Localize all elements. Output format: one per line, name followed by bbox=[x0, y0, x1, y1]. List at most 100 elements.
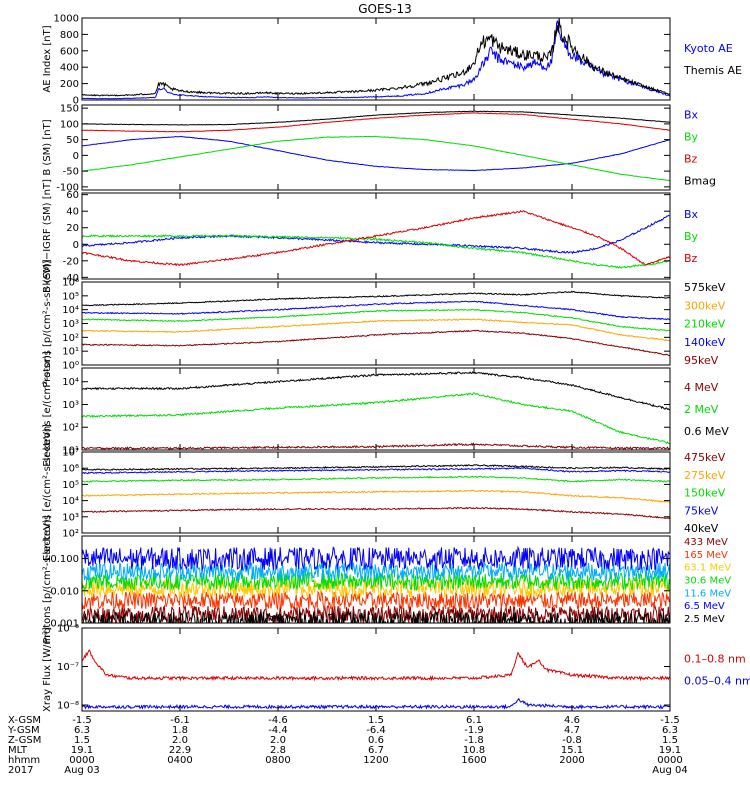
y-axis-label: B (SM) [nT] bbox=[42, 119, 53, 175]
ephemeris-value: 4.6 bbox=[564, 715, 580, 726]
series-line-210kev bbox=[82, 308, 670, 332]
ephemeris-value: -4.6 bbox=[268, 715, 288, 726]
ephemeris-table: X-GSM -1.5 -6.1 -4.6 1.5 6.1 4.6 -1.5Y-GSM 6.3 1.… bbox=[7, 715, 688, 776]
series-line-63-1-mev bbox=[82, 578, 670, 599]
ephemeris-value: 19.1 bbox=[659, 745, 681, 756]
y-tick-label: 0.001 bbox=[50, 619, 79, 630]
y-tick-label: 10⁴ bbox=[62, 377, 79, 388]
series-line-95kev bbox=[82, 329, 670, 357]
ephemeris-label: X-GSM bbox=[8, 715, 41, 726]
panel-series bbox=[82, 464, 670, 520]
ephemeris-value: -1.9 bbox=[464, 725, 484, 736]
series-line-2-mev bbox=[82, 392, 670, 445]
panel-series bbox=[82, 649, 670, 710]
panel-electrons_mev: 10¹ 10² 10³ 10⁴ Electrons [e/(cm²-s-sr)] 4 Me… bbox=[42, 351, 729, 467]
legend-item: 150keV bbox=[684, 487, 726, 500]
y-axis-label: Protons [p/(cm²-s-sr-keV)] bbox=[42, 259, 53, 387]
panel-bdiff: -40 -20 0 20 40 60 B (SM)−IGRF (SM) [nT] Bx By Bz bbox=[42, 179, 699, 293]
series-line-75kev bbox=[82, 467, 670, 475]
ephemeris-label: Z-GSM bbox=[8, 735, 41, 746]
ephemeris-value: 6.7 bbox=[368, 745, 384, 756]
y-axis-label: Electrons [e/(cm²-s-sr-keV)] bbox=[42, 424, 53, 561]
legend-item: Bmag bbox=[684, 175, 716, 188]
series-line-275kev bbox=[82, 489, 670, 503]
y-tick-label: 10⁻⁶ bbox=[57, 624, 79, 635]
ephemeris-value: Aug 03 bbox=[64, 765, 99, 776]
ephemeris-value: 6.3 bbox=[74, 725, 90, 736]
ephemeris-value: 1.5 bbox=[368, 715, 384, 726]
panel-frame bbox=[81, 627, 671, 712]
ephemeris-value: 4.7 bbox=[564, 725, 580, 736]
legend-item: 300keV bbox=[684, 299, 726, 312]
series-line-by bbox=[82, 234, 670, 269]
legend-item: 95keV bbox=[684, 354, 719, 367]
y-tick-label: 20 bbox=[66, 223, 79, 234]
ephemeris-value: 2.8 bbox=[270, 745, 286, 756]
legend-item: 6.5 MeV bbox=[684, 601, 725, 612]
series-line-6-5-mev bbox=[82, 545, 670, 572]
series-line-bx bbox=[82, 135, 670, 172]
legend-item: 475keV bbox=[684, 451, 726, 464]
legend-item: Bx bbox=[684, 109, 699, 122]
legend-item: 4 MeV bbox=[684, 381, 719, 394]
y-axis-label: AE Index [nT] bbox=[42, 25, 53, 92]
ephemeris-value: 1.5 bbox=[662, 735, 678, 746]
panel-series bbox=[82, 290, 670, 357]
legend-item: Kyoto AE bbox=[684, 42, 733, 55]
ephemeris-value: 22.9 bbox=[169, 745, 191, 756]
legend-item: 165 MeV bbox=[684, 550, 728, 561]
ephemeris-value: -1.5 bbox=[72, 715, 92, 726]
series-line-475kev bbox=[82, 506, 670, 520]
ephemeris-value: -6.1 bbox=[170, 715, 190, 726]
y-tick-label: 10³ bbox=[62, 512, 79, 523]
legend-item: 433 MeV bbox=[684, 537, 728, 548]
legend-item: Bx bbox=[684, 208, 699, 221]
legend-item: By bbox=[684, 131, 699, 144]
chart-title: GOES-13 bbox=[358, 2, 412, 16]
y-tick-label: 10¹ bbox=[62, 347, 79, 358]
ephemeris-value: 0000 bbox=[69, 755, 94, 766]
y-tick-label: -40 bbox=[63, 273, 79, 284]
legend-item: Themis AE bbox=[683, 64, 742, 77]
y-tick-label: -100 bbox=[56, 182, 79, 193]
y-axis-label: Electrons [e/(cm²-s-sr)] bbox=[42, 351, 53, 467]
ephemeris-value: 0000 bbox=[657, 755, 682, 766]
y-tick-label: 0 bbox=[73, 151, 79, 162]
legend-item: 30.6 MeV bbox=[684, 576, 731, 587]
y-tick-label: 10⁴ bbox=[62, 496, 79, 507]
ephemeris-value: 6.3 bbox=[662, 725, 678, 736]
panel-protons: 10⁰ 10¹ 10² 10³ 10⁴ 10⁵ 10⁶ Protons [p/(cm²-s-s… bbox=[42, 259, 726, 387]
ephemeris-value: 10.8 bbox=[463, 745, 485, 756]
y-tick-label: 10⁵ bbox=[62, 291, 79, 302]
series-line-bmag bbox=[82, 110, 670, 126]
legend-item: 11.6 MeV bbox=[684, 588, 731, 599]
series-line-0-6-mev bbox=[82, 371, 670, 411]
legend-item: 0.6 MeV bbox=[684, 425, 729, 438]
legend-item: 75keV bbox=[684, 504, 719, 517]
y-axis-label: B (SM)−IGRF (SM) [nT] bbox=[42, 179, 53, 293]
series-line-by bbox=[82, 135, 670, 182]
legend-item: 575keV bbox=[684, 281, 726, 294]
y-tick-label: 0.100 bbox=[50, 554, 79, 565]
y-tick-label: 200 bbox=[60, 79, 79, 90]
y-tick-label: 10² bbox=[62, 529, 79, 540]
y-tick-label: 600 bbox=[60, 46, 79, 57]
y-axis-label: Protons [p/(cm²-s-sr-keV)] bbox=[42, 515, 53, 643]
series-line-40kev bbox=[82, 464, 670, 471]
ephemeris-value: 15.1 bbox=[561, 745, 583, 756]
series-line-150kev bbox=[82, 475, 670, 483]
legend-item: 140keV bbox=[684, 336, 726, 349]
series-line-165-mev bbox=[82, 590, 670, 611]
ephemeris-value: 0400 bbox=[167, 755, 192, 766]
y-tick-label: 60 bbox=[66, 190, 79, 201]
ephemeris-label: 2017 bbox=[8, 765, 33, 776]
panel-frame bbox=[81, 367, 671, 451]
legend-item: 0.05–0.4 nm bbox=[684, 675, 750, 688]
ephemeris-value: -1.8 bbox=[464, 735, 484, 746]
ephemeris-value: -4.4 bbox=[268, 725, 288, 736]
panel-frame bbox=[81, 281, 671, 366]
series-line-bz bbox=[82, 112, 670, 133]
